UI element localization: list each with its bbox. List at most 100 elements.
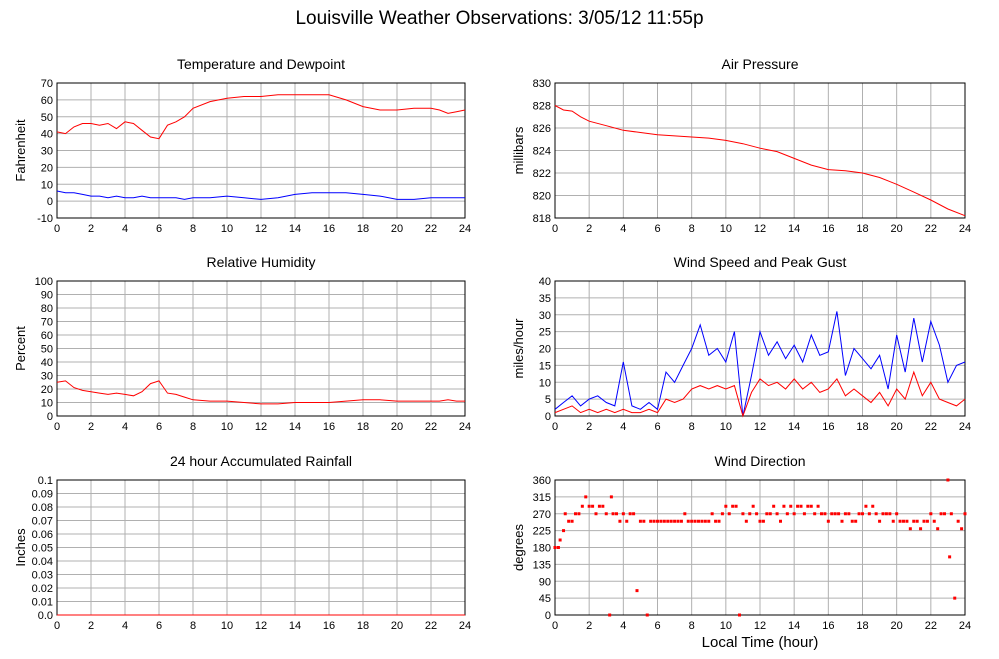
humidity-y-tick-label: 80 [41, 303, 53, 315]
direction-point [809, 504, 813, 508]
humidity-x-tick-label: 14 [289, 421, 301, 433]
humidity-y-tick-label: 60 [41, 330, 53, 342]
temp-y-tick-label: -10 [37, 213, 53, 225]
temp-y-tick-label: 20 [41, 162, 53, 174]
humidity-y-tick-label: 90 [41, 290, 53, 302]
humidity-y-tick-label: 100 [35, 276, 53, 288]
wind-y-tick-label: 15 [539, 360, 551, 372]
temp-y-axis-label: Fahrenheit [13, 119, 28, 182]
direction-point [864, 504, 868, 508]
direction-point [649, 519, 653, 523]
rain-x-tick-label: 2 [88, 620, 94, 632]
direction-point [912, 519, 916, 523]
direction-point [946, 478, 950, 482]
direction-point [642, 519, 646, 523]
wind-y-tick-label: 20 [539, 344, 551, 356]
direction-point [625, 519, 629, 523]
direction-point [748, 512, 752, 516]
temp-y-tick-label: 0 [47, 196, 53, 208]
direction-x-tick-label: 20 [891, 620, 903, 632]
pressure-y-tick-label: 818 [533, 213, 551, 225]
direction-point [813, 512, 817, 516]
direction-point [891, 519, 895, 523]
humidity-y-tick-label: 70 [41, 317, 53, 329]
direction-point [895, 512, 899, 516]
direction-point [772, 504, 776, 508]
rain-x-tick-label: 16 [323, 620, 335, 632]
direction-x-tick-label: 14 [788, 620, 800, 632]
temp-x-tick-label: 22 [425, 223, 437, 235]
rain-x-tick-label: 22 [425, 620, 437, 632]
direction-y-tick-label: 90 [539, 576, 551, 588]
temp-x-tick-label: 20 [391, 223, 403, 235]
rain-y-tick-label: 0.1 [38, 475, 53, 487]
direction-point [775, 512, 779, 516]
direction-point [553, 546, 557, 549]
direction-point [615, 512, 618, 516]
direction-x-tick-label: 0 [552, 620, 558, 632]
direction-point [676, 519, 680, 523]
humidity-x-tick-label: 22 [425, 421, 437, 433]
humidity-y-tick-label: 40 [41, 357, 53, 369]
direction-x-tick-label: 16 [822, 620, 834, 632]
direction-point [830, 512, 834, 516]
direction-point [608, 613, 612, 617]
direction-y-tick-label: 180 [533, 543, 551, 555]
direction-x-tick-label: 22 [925, 620, 937, 632]
direction-point [881, 512, 885, 516]
direction-point [597, 504, 601, 508]
rain-y-tick-label: 0.05 [32, 543, 53, 555]
direction-title: Wind Direction [714, 453, 805, 469]
direction-point [734, 504, 738, 508]
direction-point [601, 504, 605, 508]
direction-point [683, 512, 687, 516]
direction-point [854, 519, 858, 523]
wind-x-tick-label: 10 [720, 421, 732, 433]
page-title: Louisville Weather Observations: 3/05/12… [295, 8, 704, 29]
direction-point [878, 519, 882, 523]
direction-point [755, 512, 759, 516]
pressure-x-tick-label: 10 [720, 223, 732, 235]
rain-x-tick-label: 10 [221, 620, 233, 632]
direction-x-tick-label: 4 [620, 620, 626, 632]
direction-point [789, 504, 793, 508]
rain-x-tick-label: 0 [54, 620, 60, 632]
rain-y-axis-label: Inches [13, 528, 28, 567]
direction-point [850, 519, 854, 523]
wind-x-tick-label: 18 [856, 421, 868, 433]
direction-point [861, 512, 864, 516]
direction-point [799, 504, 803, 508]
direction-point [604, 512, 608, 516]
humidity-y-tick-label: 20 [41, 384, 53, 396]
wind-x-tick-label: 20 [891, 421, 903, 433]
direction-point [963, 512, 967, 516]
temp-title: Temperature and Dewpoint [177, 56, 345, 72]
rain-x-tick-label: 18 [357, 620, 369, 632]
humidity-y-tick-label: 50 [41, 344, 53, 356]
pressure-series-line-0 [554, 105, 966, 217]
direction-point [693, 519, 697, 523]
direction-point [703, 519, 707, 523]
direction-point [826, 519, 830, 523]
direction-point [638, 519, 642, 523]
direction-point [679, 519, 683, 523]
direction-point [843, 512, 847, 516]
temp-x-tick-label: 10 [221, 223, 233, 235]
wind-x-tick-label: 12 [754, 421, 766, 433]
wind-series-line-0 [554, 311, 966, 417]
wind-x-tick-label: 24 [959, 421, 971, 433]
rain-x-tick-label: 20 [391, 620, 403, 632]
temp-x-tick-label: 0 [54, 223, 60, 235]
pressure-x-tick-label: 6 [654, 223, 660, 235]
direction-y-tick-label: 270 [533, 509, 551, 521]
direction-point [833, 512, 837, 516]
direction-point [888, 512, 892, 516]
direction-point [919, 527, 923, 531]
direction-x-tick-label: 24 [959, 620, 971, 632]
direction-point [724, 504, 728, 508]
direction-point [847, 512, 851, 516]
direction-point [796, 504, 800, 508]
direction-point [782, 504, 786, 508]
direction-point [905, 519, 909, 523]
